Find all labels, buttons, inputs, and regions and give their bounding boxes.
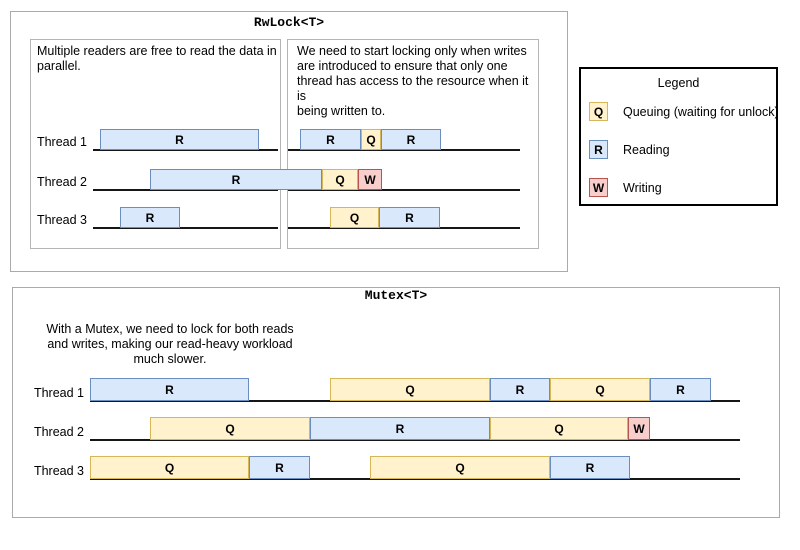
legend-panel: Legend Q Queuing (waiting for unlock) R … xyxy=(579,67,779,206)
legend-item-queuing: Q Queuing (waiting for unlock) xyxy=(589,102,779,121)
queuing-chip-icon: Q xyxy=(589,102,608,121)
legend-item-label: Writing xyxy=(623,180,662,195)
rwlock-title: RwLock<T> xyxy=(253,15,325,30)
rwlock-left-note: Multiple readers are free to read the da… xyxy=(37,44,277,73)
legend-title: Legend xyxy=(657,76,700,90)
legend-item-label: Queuing (waiting for unlock) xyxy=(623,104,779,119)
legend-item-label: Reading xyxy=(623,142,670,157)
rwlock-right-note: We need to start locking only when write… xyxy=(297,44,529,118)
reading-chip-icon: R xyxy=(589,140,608,159)
legend-item-writing: W Writing xyxy=(589,178,662,197)
writing-chip-icon: W xyxy=(589,178,608,197)
legend-item-reading: R Reading xyxy=(589,140,670,159)
mutex-title: Mutex<T> xyxy=(364,288,428,303)
mutex-note: With a Mutex, we need to lock for both r… xyxy=(46,322,294,366)
